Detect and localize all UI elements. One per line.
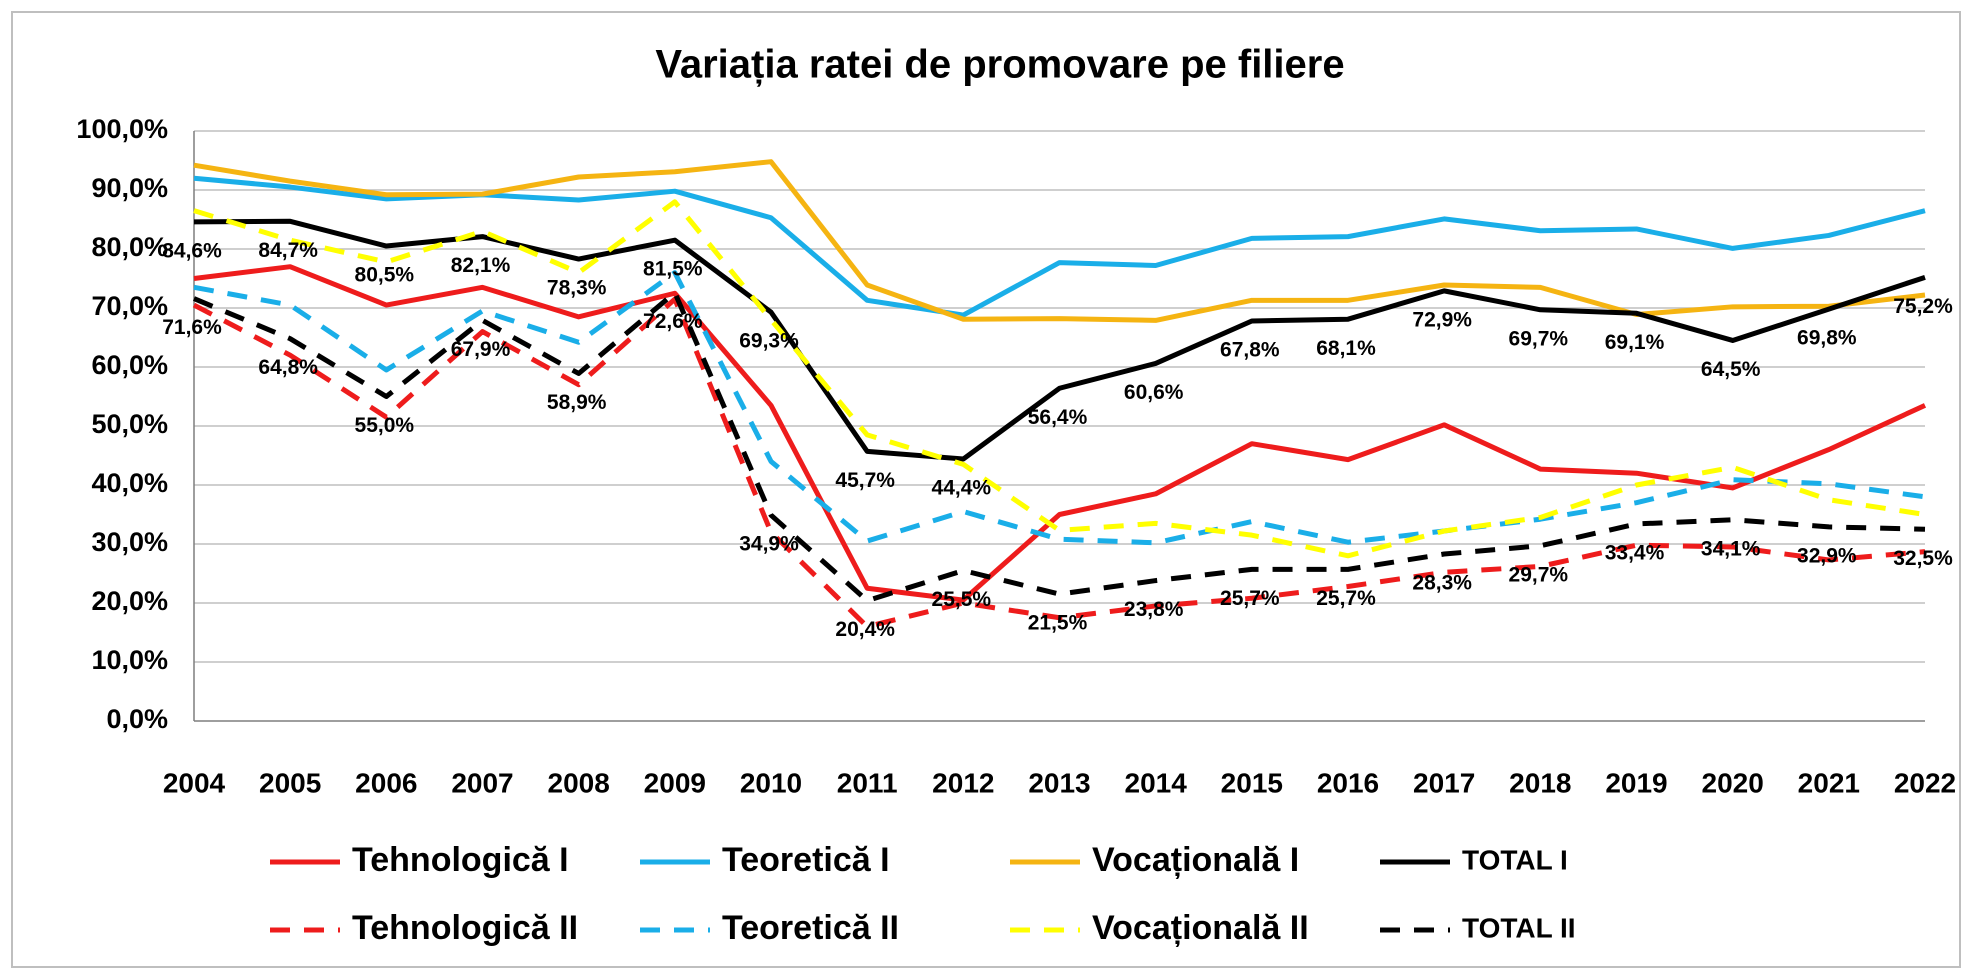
data-label: 55,0% [355,414,415,437]
data-label: 25,7% [1220,587,1280,610]
x-tick-label: 2012 [932,767,994,798]
x-tick-label: 2006 [355,767,417,798]
data-label: 84,6% [162,239,222,262]
data-label: 29,7% [1509,563,1569,586]
data-label: 64,5% [1701,358,1761,381]
data-label: 32,9% [1797,544,1857,567]
y-tick-label: 40,0% [91,468,168,498]
data-label: 72,9% [1412,308,1472,331]
data-label: 56,4% [1028,406,1088,429]
data-label: 68,1% [1316,337,1376,360]
legend-label: Vocațională II [1092,909,1309,947]
data-label: 69,8% [1797,327,1857,350]
y-tick-label: 90,0% [91,173,168,203]
data-label: 25,7% [1316,587,1376,610]
x-tick-label: 2017 [1413,767,1475,798]
chart-title: Variația ratei de promovare pe filiere [655,43,1344,87]
data-label: 45,7% [835,469,895,492]
y-tick-label: 20,0% [91,586,168,616]
x-tick-label: 2005 [259,767,321,798]
data-label: 64,8% [258,356,318,379]
data-label: 34,1% [1701,537,1761,560]
legend-label: TOTAL II [1462,912,1576,943]
x-tick-label: 2021 [1798,767,1860,798]
x-tick-label: 2022 [1894,767,1956,798]
data-label: 60,6% [1124,381,1184,404]
chart-border [11,11,1961,968]
series-line [193,199,1926,559]
data-label: 58,9% [547,391,607,414]
y-tick-label: 80,0% [91,232,168,262]
series-line [193,270,1926,546]
legend-label: Tehnologică II [352,909,578,947]
legend-label: Teoretică II [722,909,899,947]
x-tick-label: 2011 [837,767,898,798]
data-label: 84,7% [258,239,318,262]
series-line [193,218,1926,462]
x-tick-label: 2018 [1509,767,1571,798]
x-tick-label: 2015 [1221,767,1283,798]
data-label: 69,3% [739,330,799,353]
y-tick-label: 0,0% [106,704,168,734]
x-tick-label: 2016 [1317,767,1379,798]
data-label: 44,4% [932,477,992,500]
data-label: 33,4% [1605,541,1665,564]
x-tick-label: 2010 [740,767,802,798]
data-label: 78,3% [547,277,607,300]
x-tick-label: 2007 [451,767,513,798]
y-tick-label: 50,0% [91,409,168,439]
data-label: 80,5% [355,264,415,287]
legend-label: Vocațională I [1092,841,1299,879]
series-line [193,264,1927,603]
data-label: 21,5% [1028,612,1088,635]
data-label: 72,6% [643,310,703,333]
x-tick-label: 2020 [1702,767,1764,798]
x-tick-label: 2008 [548,767,610,798]
data-label: 69,1% [1605,331,1665,354]
x-tick-label: 2019 [1605,767,1667,798]
data-label: 32,5% [1893,547,1953,570]
data-label: 67,8% [1220,339,1280,362]
y-tick-label: 100,0% [76,114,168,144]
data-label: 23,8% [1124,598,1184,621]
data-label: 67,9% [451,338,511,361]
series-line [192,296,1926,630]
x-tick-label: 2014 [1125,767,1188,798]
y-tick-label: 30,0% [91,527,168,557]
x-tick-label: 2009 [644,767,706,798]
legend-label: Teoretică I [722,841,890,879]
x-tick-label: 2013 [1028,767,1090,798]
y-tick-label: 10,0% [91,645,168,675]
data-label: 34,9% [739,533,799,556]
legend-label: Tehnologică I [352,841,569,879]
data-label: 75,2% [1893,295,1953,318]
y-tick-label: 60,0% [91,350,168,380]
legend-label: TOTAL I [1462,844,1568,875]
data-label: 69,7% [1509,327,1569,350]
y-tick-label: 70,0% [91,291,168,321]
data-label: 71,6% [162,316,222,339]
data-label: 25,5% [932,588,992,611]
data-label: 28,3% [1412,572,1472,595]
data-label: 81,5% [643,258,703,281]
data-label: 20,4% [835,618,895,641]
data-label: 82,1% [451,254,511,277]
x-tick-label: 2004 [163,767,226,798]
